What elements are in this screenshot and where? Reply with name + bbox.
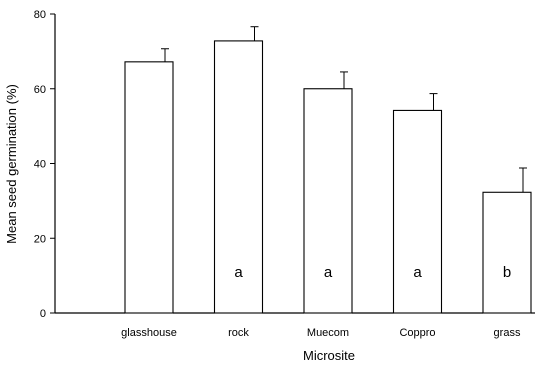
significance-label: b: [503, 264, 511, 281]
x-tick-label: Coppro: [399, 327, 435, 339]
bar-muecom: [303, 88, 353, 314]
x-axis-title: Microsite: [303, 348, 355, 363]
significance-label: a: [234, 264, 243, 281]
bar-coppro: [392, 109, 443, 314]
y-tick-label: 0: [40, 308, 46, 320]
y-tick-label: 40: [34, 159, 46, 171]
y-tick-label: 20: [34, 233, 46, 245]
x-tick-label: Muecom: [307, 327, 349, 339]
bar-glasshouse: [124, 61, 174, 314]
significance-label: a: [324, 264, 333, 281]
x-tick-label: rock: [228, 327, 249, 339]
bar-grass: [482, 191, 532, 314]
significance-label: a: [413, 264, 422, 281]
y-tick-label: 80: [34, 9, 46, 21]
y-axis-title: Mean seed germination (%): [4, 84, 19, 244]
x-axis-labels: glasshouse rock Muecom Coppro grass: [121, 327, 521, 339]
x-tick-label: glasshouse: [121, 327, 177, 339]
y-tick-label: 60: [34, 84, 46, 96]
bar-rock: [213, 40, 264, 314]
y-axis: 0 20 40 60 80: [34, 9, 56, 320]
x-tick-label: grass: [494, 327, 521, 339]
